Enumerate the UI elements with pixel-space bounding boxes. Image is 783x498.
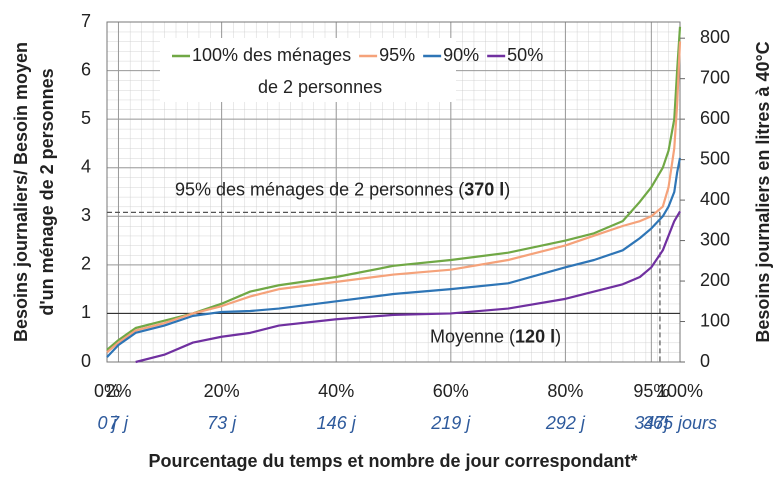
- x-day-label: 347j: [634, 413, 669, 433]
- reference-label-part: ): [555, 326, 561, 346]
- x-tick-label: 95%: [633, 381, 669, 401]
- x-tick-label: 40%: [318, 381, 354, 401]
- y2-tick-label: 300: [700, 229, 730, 249]
- x-day-label: 219 j: [430, 413, 471, 433]
- reference-label-part: Moyenne (: [430, 326, 515, 346]
- reference-label: Moyenne (120 l): [430, 326, 561, 346]
- y-tick-label: 4: [81, 156, 91, 176]
- x-tick-label: 60%: [433, 381, 469, 401]
- plot-frame: [106, 21, 681, 363]
- legend-subtitle: de 2 personnes: [258, 77, 382, 97]
- x-tick-label: 0%: [94, 381, 120, 401]
- legend: 100% des ménages 95% 90% 50% de 2 personnes: [172, 45, 543, 97]
- series-line: [135, 210, 681, 364]
- x-tick-label: 100%: [657, 381, 703, 401]
- series-line: [106, 157, 682, 358]
- x-day-label: 73 j: [207, 413, 237, 433]
- reference-label-part: 95% des ménages de 2 personnes (: [175, 179, 464, 199]
- x-tick-label: 2%: [105, 381, 131, 401]
- y2-tick-label: 0: [700, 351, 710, 371]
- x-day-label: 292 j: [545, 413, 586, 433]
- reference-label-part: 120 l: [515, 326, 555, 346]
- y2-tick-label: 500: [700, 148, 730, 168]
- x-day-label: 0 j: [97, 413, 117, 433]
- y2-tick-label: 700: [700, 67, 730, 87]
- y-tick-label: 3: [81, 205, 91, 225]
- x-tick-label: 20%: [204, 381, 240, 401]
- y2-tick-label: 800: [700, 27, 730, 47]
- series-line: [106, 41, 682, 354]
- legend-label: 90%: [443, 45, 479, 65]
- y-tick-label: 2: [81, 254, 91, 274]
- y-tick-label: 1: [81, 302, 91, 322]
- reference-label: 95% des ménages de 2 personnes (370 l): [175, 179, 510, 199]
- x-axis-title: Pourcentage du temps et nombre de jour c…: [148, 451, 637, 471]
- reference-label-part: ): [504, 179, 510, 199]
- reference-label-part: 370 l: [464, 179, 504, 199]
- lines: [106, 26, 682, 364]
- x-day-label: 7 j: [109, 413, 129, 433]
- legend-label: 100% des ménages: [192, 45, 351, 65]
- y2-tick-label: 400: [700, 189, 730, 209]
- y-axis-title: Besoins journaliers/ Besoin moyen: [11, 42, 31, 342]
- x-day-label: 146 j: [317, 413, 357, 433]
- y2-axis-title: Besoins journaliers en litres à 40°C: [753, 41, 773, 342]
- reference-lines: 95% des ménages de 2 personnes (370 l)Mo…: [107, 179, 680, 362]
- y-axis-title: d'un ménage de 2 personnes: [37, 68, 57, 315]
- legend-label: 95%: [379, 45, 415, 65]
- series-line: [106, 26, 682, 351]
- y2-tick-label: 100: [700, 310, 730, 330]
- y-tick-label: 7: [81, 11, 91, 31]
- legend-label: 50%: [507, 45, 543, 65]
- labels: 0 1 2 3 4 5 6 7 0 100 200 300 400 500 600 700 800 0% 0 j 2%…: [81, 11, 730, 433]
- y2-tick-label: 600: [700, 108, 730, 128]
- y-tick-label: 0: [81, 351, 91, 371]
- legend-box: [160, 38, 456, 102]
- y-tick-label: 5: [81, 108, 91, 128]
- y2-tick-label: 200: [700, 270, 730, 290]
- y-tick-label: 6: [81, 59, 91, 79]
- x-day-label: 365 jours: [643, 413, 717, 433]
- x-tick-label: 80%: [547, 381, 583, 401]
